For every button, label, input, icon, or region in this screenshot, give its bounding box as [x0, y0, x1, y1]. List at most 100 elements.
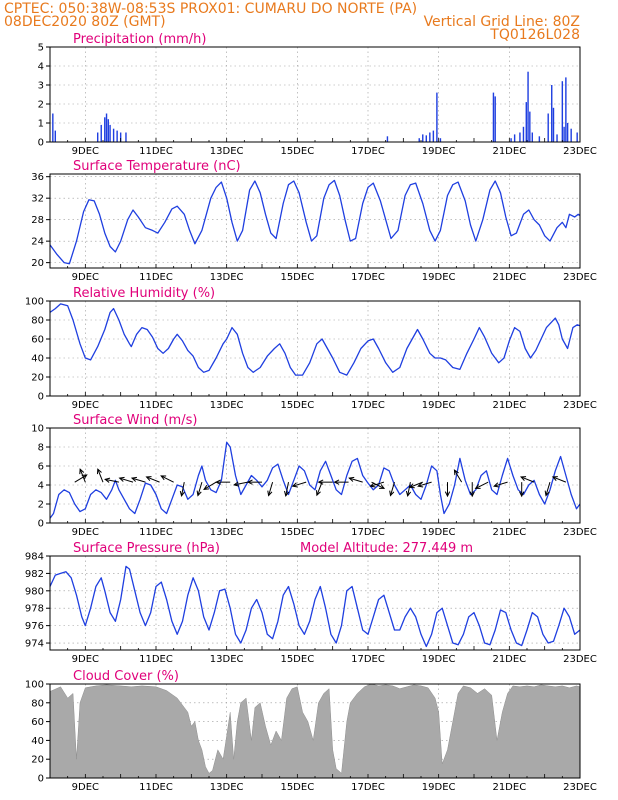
wind-arrow-head: [267, 490, 273, 497]
wind-arrow-shaft: [316, 481, 323, 496]
wind-arrow-shaft: [79, 468, 86, 483]
wind-arrow: [79, 468, 86, 483]
wind-arrow-head: [203, 484, 210, 490]
wind-arrow-head: [453, 469, 459, 476]
pressure-series-line: [49, 565, 581, 648]
wind-arrow: [551, 476, 567, 483]
x-tick-label: 17DEC: [351, 654, 385, 665]
precip-bar: [100, 124, 102, 142]
wind-arrow-shaft: [475, 481, 489, 489]
y-tick-label: 2: [38, 100, 44, 111]
rh-series-line: [49, 303, 581, 376]
wind-arrow: [389, 482, 395, 497]
wind-arrow: [215, 479, 231, 485]
temp-series-line: [49, 179, 581, 265]
wind-arrow: [246, 479, 262, 485]
wind-arrow-head: [316, 490, 321, 497]
precip-bar: [566, 123, 569, 142]
wind-arrow-head: [104, 477, 111, 483]
wind-arrow: [179, 482, 185, 498]
y-tick-label: 980: [25, 586, 44, 597]
wind-arrow-shaft: [370, 481, 385, 487]
panel-relative-humidity: 0 20 40 60 80 100 9DEC 11DEC 13DEC 15DEC 17DEC 19DE…: [25, 286, 597, 411]
wind-arrow-shaft: [409, 481, 423, 488]
wind-arrow-head: [369, 482, 376, 488]
y-tick-label: 5: [38, 43, 44, 54]
wind-arrow-head: [348, 476, 355, 482]
x-tick-label: 11DEC: [139, 527, 173, 538]
wind-arrow-head: [444, 491, 451, 498]
precip-bar: [104, 117, 106, 142]
wind-arrow: [145, 476, 160, 483]
wind-arrow-head: [333, 479, 340, 485]
panel-surface-pressure: 974 976 978 980 982 984 9DEC 11DEC 13DEC 15DEC 17D…: [25, 541, 597, 665]
x-tick-label: 11DEC: [139, 400, 173, 411]
x-tick-label: 19DEC: [422, 272, 456, 283]
y-tick-label: 976: [25, 621, 44, 632]
y-tick-label: 1: [38, 119, 44, 130]
wind-arrow-shaft: [234, 481, 248, 486]
x-tick-label: 15DEC: [280, 400, 314, 411]
wind-arrow: [196, 482, 203, 497]
wind-series-line: [49, 441, 581, 519]
precip-bar: [525, 102, 527, 142]
x-tick-label: 21DEC: [492, 400, 526, 411]
wind-arrow: [453, 469, 463, 483]
wind-arrow: [405, 482, 412, 498]
wind-arrow-head: [379, 484, 386, 489]
y-tick-label: 36: [31, 172, 44, 183]
wind-arrow: [118, 476, 134, 483]
y-tick-label: 982: [25, 569, 44, 580]
precip-bar: [510, 138, 512, 142]
wind-arrow-shaft: [97, 468, 104, 483]
y-tick-label: 974: [25, 639, 44, 650]
precip-bar: [52, 113, 54, 142]
x-tick-label: 23DEC: [563, 400, 597, 411]
wind-arrow: [474, 481, 489, 489]
precip-bar: [105, 113, 108, 142]
precip-bar: [422, 134, 424, 142]
precip-bar: [527, 71, 529, 142]
y-tick-label: 80: [31, 316, 44, 327]
precip-bar: [513, 134, 516, 142]
y-tick-label: 60: [31, 335, 44, 346]
model-altitude-label: Model Altitude: 277.449 m: [300, 541, 473, 556]
precip-bar: [119, 132, 122, 142]
wind-arrow-head: [519, 491, 525, 498]
wind-arrow-shaft: [292, 481, 307, 487]
y-tick-label: 100: [25, 680, 44, 691]
wind-arrow-head: [291, 482, 298, 488]
x-tick-label: 13DEC: [210, 654, 244, 665]
wind-arrow-shaft: [197, 482, 203, 496]
wind-arrow: [316, 481, 323, 497]
wind-arrow: [544, 482, 551, 497]
precip-bar: [436, 92, 438, 142]
precip-bar: [561, 81, 564, 142]
header-code: TQ0126L028: [489, 27, 580, 43]
x-tick-label: 13DEC: [210, 400, 244, 411]
wind-arrow-shaft: [418, 481, 432, 487]
y-tick-label: 4: [38, 62, 44, 73]
x-tick-label: 23DEC: [563, 272, 597, 283]
precip-bar: [125, 132, 127, 142]
wind-arrow: [203, 481, 217, 490]
x-tick-label: 15DEC: [280, 782, 314, 793]
wind-arrow-shaft: [181, 482, 185, 496]
y-tick-label: 20: [31, 258, 44, 269]
y-tick-label: 40: [31, 354, 44, 365]
precip-bar: [538, 136, 541, 142]
precip-bar: [570, 128, 572, 142]
panel-frame: [49, 173, 581, 269]
y-tick-label: 4: [38, 481, 44, 492]
precip-bar: [439, 138, 442, 142]
x-tick-label: 9DEC: [72, 400, 99, 411]
wind-arrow-head: [317, 479, 324, 485]
x-tick-label: 11DEC: [139, 782, 173, 793]
wind-arrow: [520, 476, 535, 483]
wind-arrow: [267, 482, 274, 497]
wind-arrow-head: [405, 490, 412, 498]
panel-title: Surface Temperature (nC): [73, 159, 241, 174]
y-tick-label: 100: [25, 297, 44, 308]
wind-arrow: [160, 475, 174, 483]
x-tick-label: 23DEC: [563, 654, 597, 665]
